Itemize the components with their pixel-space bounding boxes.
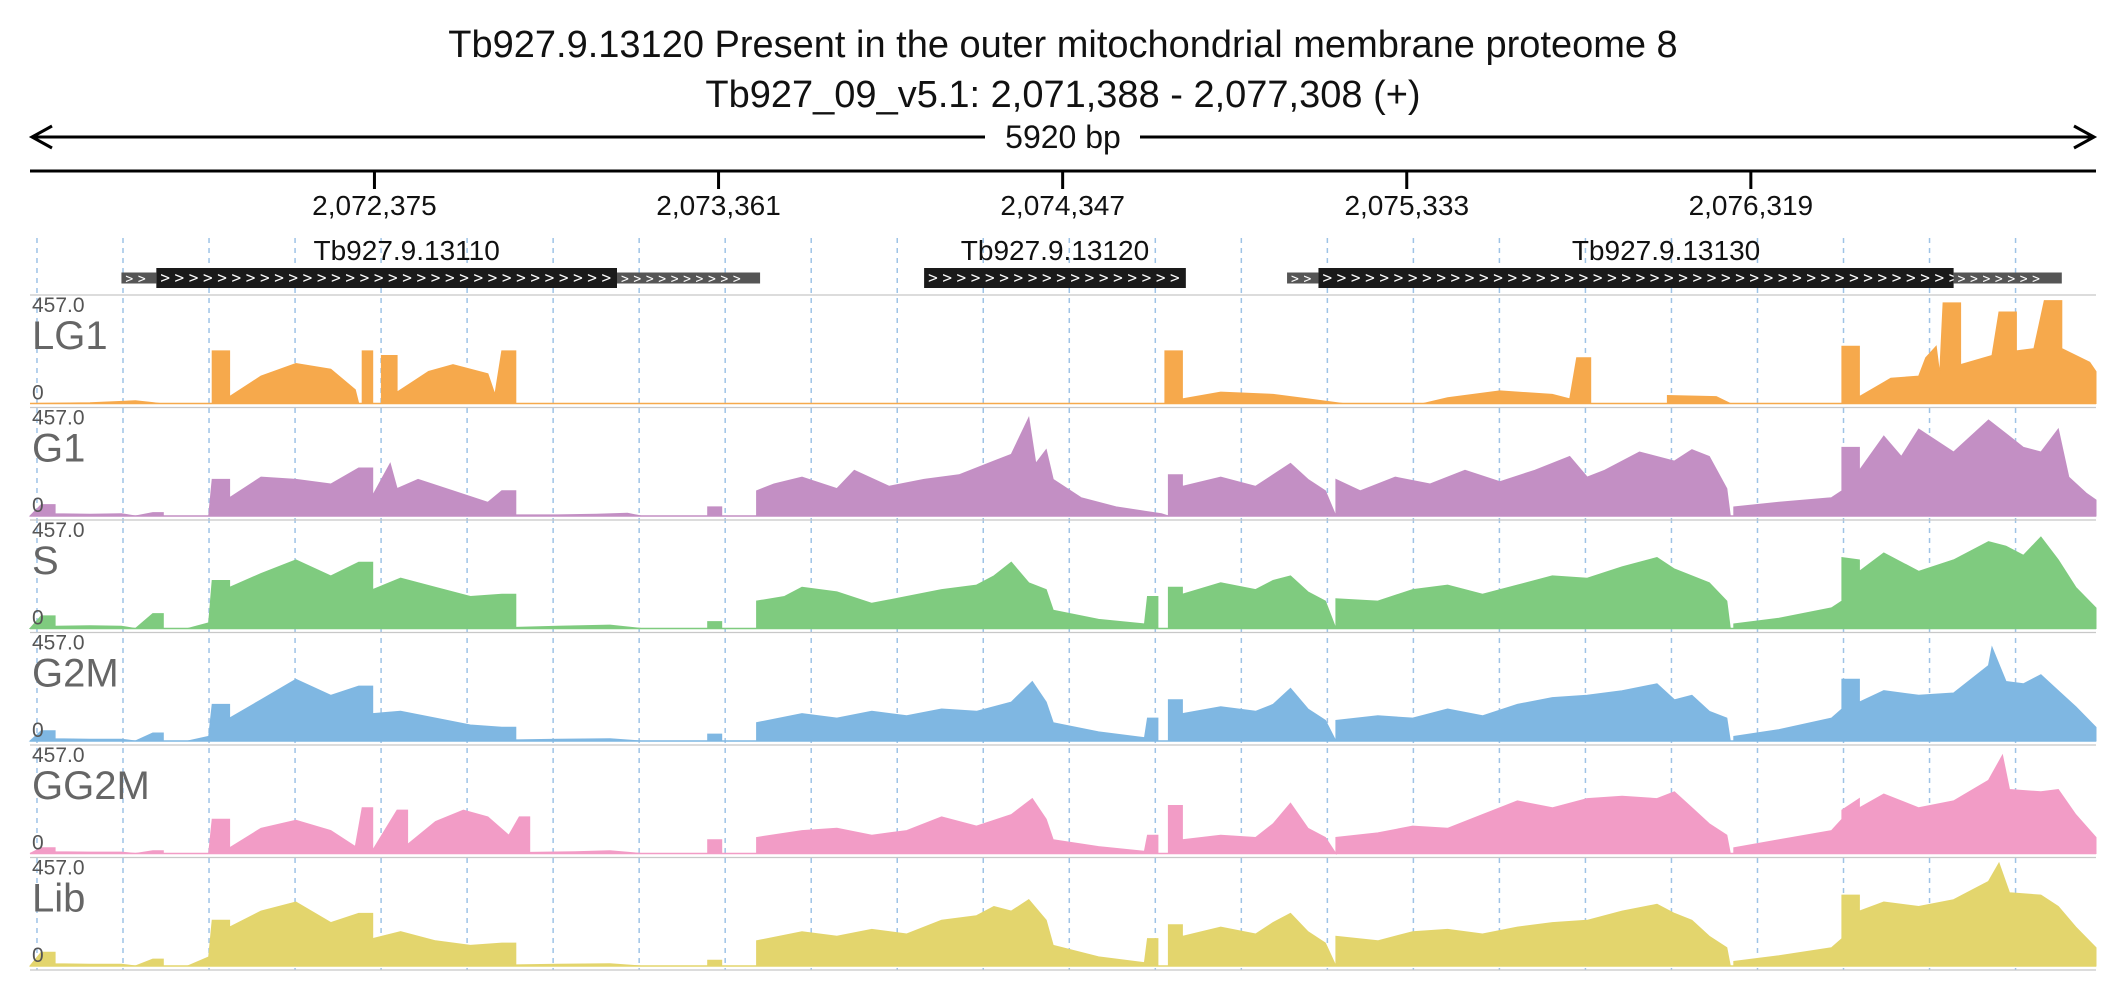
span-arrow-left (28, 124, 53, 150)
track-name: LG1 (32, 314, 108, 358)
track-name: S (32, 539, 59, 583)
tick-label: 2,072,375 (312, 190, 437, 221)
coverage-area-g1 (28, 416, 2097, 517)
tick-label: 2,076,319 (1689, 190, 1814, 221)
track-min-label: 0 (32, 944, 44, 967)
strand-chevrons: >> (1291, 272, 1316, 287)
strand-chevrons: >>>>>>>>>>>>>>>>>>>>>>>>>>>>>>>>>>>>>>>>… (1322, 268, 1962, 287)
gene-cds-box (156, 268, 617, 288)
track-name: G2M (32, 652, 119, 696)
coverage-area-g2m (28, 645, 2097, 742)
track-min-label: 0 (32, 494, 44, 517)
track-name: G1 (32, 427, 85, 471)
gene-label: Tb927.9.13130 (1572, 235, 1760, 266)
track-min-label: 0 (32, 382, 44, 405)
strand-chevrons: >> (125, 272, 150, 287)
coverage-area-gg2m (29, 753, 2097, 856)
gene-utr-box (1287, 272, 1319, 284)
gene-cds-box (924, 268, 1186, 288)
tick-label: 2,073,361 (656, 190, 781, 221)
coverage-area-lg1 (29, 300, 2097, 404)
track-max-label: 457.0 (32, 857, 85, 880)
span-label: 5920 bp (1005, 119, 1121, 155)
gene-title: Tb927.9.13120 Present in the outer mitoc… (448, 24, 1678, 66)
strand-chevrons: >>>>>>>>>>>>>>>>>> (928, 268, 1184, 287)
track-min-label: 0 (32, 607, 44, 630)
gene-utr-box (1953, 272, 2062, 284)
strand-chevrons: >>>>>>> (1958, 272, 2045, 287)
locus-title: Tb927_09_v5.1: 2,071,388 - 2,077,308 (+) (705, 74, 1421, 116)
coverage-area-lib (28, 861, 2097, 967)
gene-label: Tb927.9.13120 (961, 235, 1149, 266)
track-max-label: 457.0 (32, 519, 85, 542)
span-arrow-right (2073, 124, 2098, 150)
coverage-area-s (28, 536, 2097, 630)
strand-chevrons: >>>>>>>>>>>>>>>>>>>>>>>>>>>>>>>> (160, 268, 615, 287)
track-min-label: 0 (32, 719, 44, 742)
gene-label: Tb927.9.13110 (314, 235, 500, 266)
gene-utr-box (616, 272, 761, 284)
track-max-label: 457.0 (32, 407, 85, 430)
tick-label: 2,075,333 (1344, 190, 1469, 221)
track-max-label: 457.0 (32, 632, 85, 655)
track-min-label: 0 (32, 832, 44, 855)
gene-cds-box (1318, 268, 1954, 288)
track-name: Lib (32, 877, 85, 921)
tick-label: 2,074,347 (1000, 190, 1125, 221)
gene-utr-box (121, 272, 157, 284)
track-max-label: 457.0 (32, 294, 85, 317)
track-name: GG2M (32, 764, 150, 808)
strand-chevrons: >>>>>>>>>> (621, 272, 745, 287)
track-max-label: 457.0 (32, 744, 85, 767)
